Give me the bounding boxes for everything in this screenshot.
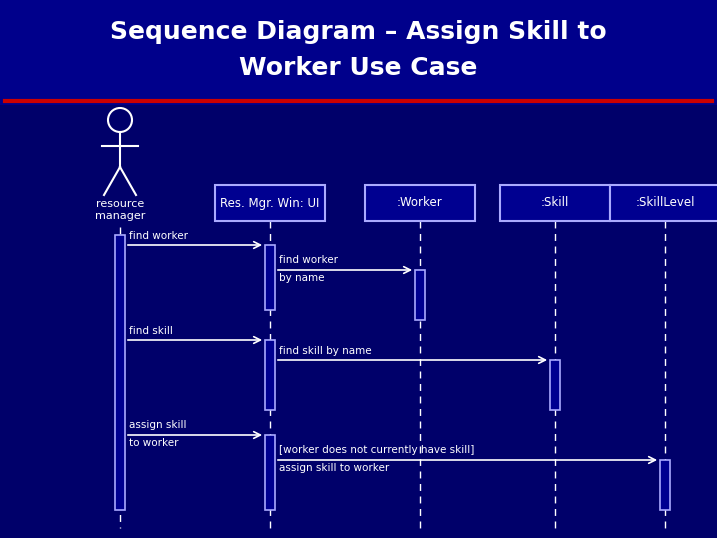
Bar	[215, 185, 325, 221]
Bar	[265, 340, 275, 410]
Bar	[660, 460, 670, 510]
Bar	[365, 185, 475, 221]
Text: to worker: to worker	[129, 438, 179, 448]
Text: by name: by name	[279, 273, 325, 283]
Text: Res. Mgr. Win: UI: Res. Mgr. Win: UI	[220, 196, 320, 209]
Text: find worker: find worker	[129, 231, 188, 241]
Bar	[550, 360, 560, 410]
Text: assign skill to worker: assign skill to worker	[279, 463, 389, 473]
Bar	[610, 185, 717, 221]
Text: find worker: find worker	[279, 255, 338, 265]
Bar	[0, 0, 717, 105]
Text: find skill by name: find skill by name	[279, 346, 371, 356]
Text: Sequence Diagram – Assign Skill to: Sequence Diagram – Assign Skill to	[110, 19, 607, 44]
Text: :SkillLevel: :SkillLevel	[635, 196, 695, 209]
Text: [worker does not currently have skill]: [worker does not currently have skill]	[279, 445, 475, 455]
Text: assign skill: assign skill	[129, 420, 186, 430]
Text: resource
manager: resource manager	[95, 199, 145, 221]
Text: :Worker: :Worker	[397, 196, 443, 209]
Bar	[115, 235, 125, 510]
Bar	[500, 185, 610, 221]
Text: Worker Use Case: Worker Use Case	[239, 56, 478, 80]
Bar	[415, 270, 425, 320]
Bar	[265, 435, 275, 510]
Bar	[0, 105, 717, 538]
Text: :Skill: :Skill	[541, 196, 569, 209]
Text: find skill: find skill	[129, 326, 173, 336]
Bar	[265, 245, 275, 310]
